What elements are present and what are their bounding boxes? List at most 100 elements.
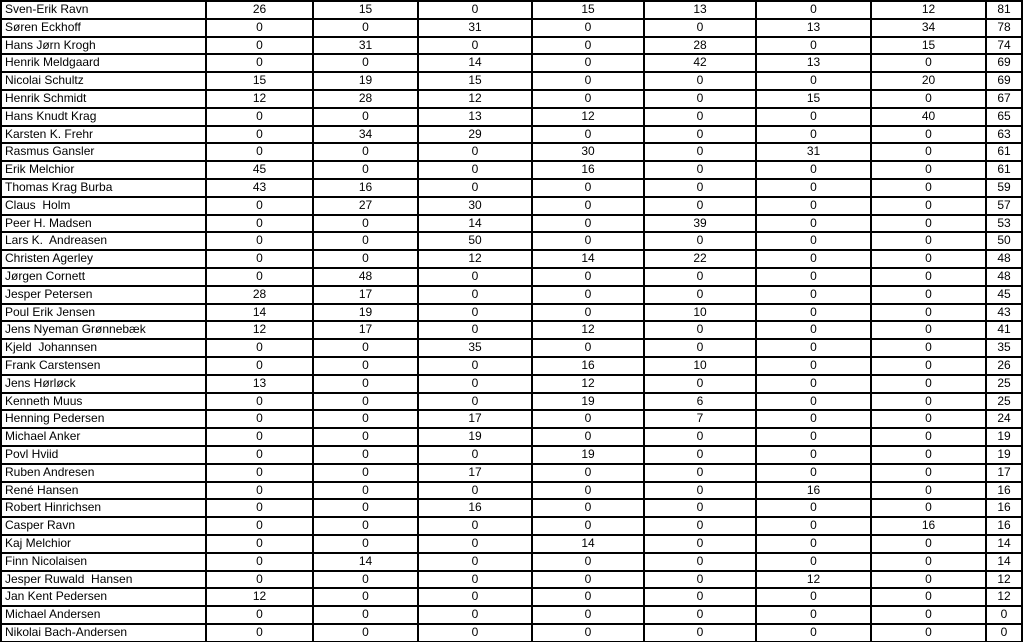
score-cell: 22 [643, 249, 757, 269]
player-name-cell: Peer H. Madsen [0, 213, 207, 234]
table-row: Kjeld Johannsen 0 0 35 0 0 0 0 35 [0, 338, 1023, 358]
score-cell: 28 [312, 88, 419, 109]
score-cell: 0 [643, 569, 757, 590]
total-cell: 19 [985, 444, 1023, 465]
score-cell: 0 [870, 124, 987, 145]
score-cell: 0 [205, 444, 314, 465]
score-cell: 0 [643, 88, 757, 109]
total-cell: 12 [985, 569, 1023, 590]
score-cell: 20 [870, 71, 987, 91]
score-cell: 0 [205, 605, 314, 625]
score-cell: 0 [205, 355, 314, 376]
player-name-cell: Robert Hinrichsen [0, 498, 207, 519]
table-row: Hans Knudt Krag 0 0 13 12 0 0 40 65 [0, 106, 1023, 127]
score-cell: 0 [870, 373, 987, 394]
score-cell: 0 [755, 320, 872, 341]
table-row: René Hansen 0 0 0 0 0 16 0 16 [0, 480, 1023, 501]
score-cell: 0 [417, 551, 533, 572]
score-cell: 0 [643, 142, 757, 163]
player-name-cell: Povl Hviid [0, 444, 207, 465]
total-cell: 59 [985, 177, 1023, 198]
score-cell: 0 [870, 160, 987, 180]
score-cell: 0 [643, 498, 757, 519]
score-cell: 16 [870, 516, 987, 536]
score-cell: 29 [417, 124, 533, 145]
score-cell: 12 [531, 106, 645, 127]
player-name-cell: Finn Nicolaisen [0, 551, 207, 572]
score-cell: 0 [755, 373, 872, 394]
score-cell: 31 [417, 17, 533, 38]
score-cell: 0 [870, 605, 987, 625]
table-row: Søren Eckhoff 0 0 31 0 0 13 34 78 [0, 17, 1023, 38]
score-cell: 12 [531, 320, 645, 341]
score-cell: 0 [870, 302, 987, 323]
score-cell: 0 [755, 177, 872, 198]
player-name-cell: Jan Kent Pedersen [0, 587, 207, 608]
score-cell: 0 [643, 71, 757, 91]
score-cell: 30 [531, 142, 645, 163]
table-row: Peer H. Madsen 0 0 14 0 39 0 0 53 [0, 213, 1023, 234]
table-row: Jens Hørløck 13 0 0 12 0 0 0 25 [0, 373, 1023, 394]
total-cell: 0 [985, 605, 1023, 625]
score-cell: 0 [870, 213, 987, 234]
score-cell: 0 [417, 516, 533, 536]
score-cell: 0 [531, 498, 645, 519]
table-row: Henning Pedersen 0 0 17 0 7 0 0 24 [0, 409, 1023, 430]
table-row: Povl Hviid 0 0 0 19 0 0 0 19 [0, 444, 1023, 465]
score-cell: 0 [312, 160, 419, 180]
score-cell: 0 [755, 533, 872, 554]
score-cell: 0 [643, 462, 757, 483]
score-cell: 0 [870, 53, 987, 74]
score-cell: 0 [417, 177, 533, 198]
score-cell: 0 [312, 605, 419, 625]
score-cell: 0 [755, 0, 872, 20]
total-cell: 43 [985, 302, 1023, 323]
score-cell: 0 [531, 409, 645, 430]
score-cell: 0 [312, 391, 419, 412]
player-name-cell: Jørgen Cornett [0, 266, 207, 287]
score-cell: 0 [531, 569, 645, 590]
table-row: Kaj Melchior 0 0 0 14 0 0 0 14 [0, 533, 1023, 554]
score-cell: 15 [870, 35, 987, 56]
score-cell: 0 [417, 373, 533, 394]
score-cell: 30 [417, 195, 533, 216]
total-cell: 17 [985, 462, 1023, 483]
total-cell: 67 [985, 88, 1023, 109]
score-cell: 0 [312, 338, 419, 358]
score-cell: 0 [643, 427, 757, 447]
score-cell: 12 [417, 249, 533, 269]
score-cell: 0 [870, 444, 987, 465]
score-cell: 0 [755, 213, 872, 234]
score-cell: 0 [531, 195, 645, 216]
total-cell: 16 [985, 516, 1023, 536]
total-cell: 35 [985, 338, 1023, 358]
score-cell: 0 [870, 284, 987, 305]
score-cell: 35 [417, 338, 533, 358]
score-cell: 0 [312, 53, 419, 74]
score-cell: 28 [643, 35, 757, 56]
player-name-cell: Rasmus Gansler [0, 142, 207, 163]
score-cell: 0 [755, 391, 872, 412]
score-cell: 14 [417, 213, 533, 234]
player-name-cell: Henrik Meldgaard [0, 53, 207, 74]
score-cell: 0 [417, 480, 533, 501]
player-name-cell: Kaj Melchior [0, 533, 207, 554]
score-cell: 45 [205, 160, 314, 180]
score-cell: 0 [755, 302, 872, 323]
score-cell: 40 [870, 106, 987, 127]
score-cell: 0 [755, 355, 872, 376]
table-row: Michael Anker 0 0 19 0 0 0 0 19 [0, 427, 1023, 447]
score-cell: 15 [312, 0, 419, 20]
score-cell: 0 [755, 587, 872, 608]
score-cell: 0 [205, 498, 314, 519]
score-cell: 0 [531, 302, 645, 323]
score-cell: 0 [755, 249, 872, 269]
score-cell: 0 [312, 444, 419, 465]
player-name-cell: Hans Jørn Krogh [0, 35, 207, 56]
total-cell: 61 [985, 142, 1023, 163]
score-cell: 0 [870, 533, 987, 554]
score-cell: 16 [531, 355, 645, 376]
score-cell: 16 [755, 480, 872, 501]
score-cell: 0 [312, 516, 419, 536]
table-row: Michael Andersen 0 0 0 0 0 0 0 0 [0, 605, 1023, 625]
